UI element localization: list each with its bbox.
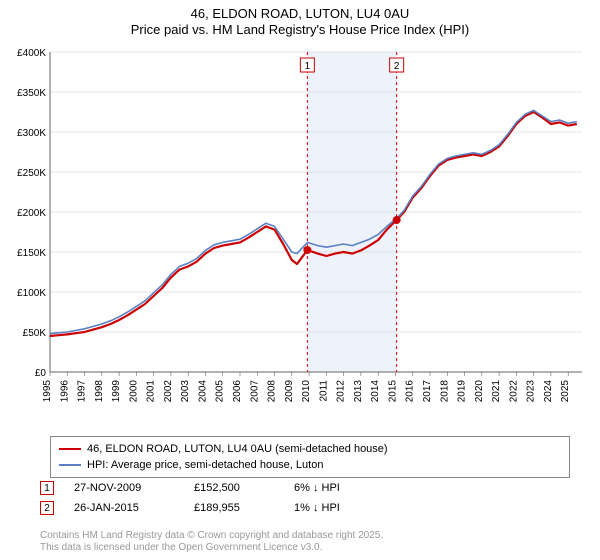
svg-text:2025: 2025	[560, 380, 571, 403]
svg-text:2: 2	[394, 61, 400, 72]
svg-text:1999: 1999	[111, 380, 122, 403]
svg-text:2002: 2002	[163, 380, 174, 403]
legend-item: HPI: Average price, semi-detached house,…	[59, 457, 561, 473]
svg-text:2004: 2004	[197, 380, 208, 403]
svg-text:£300K: £300K	[17, 128, 46, 139]
svg-text:£50K: £50K	[23, 328, 47, 339]
sale-price: £189,955	[194, 502, 294, 514]
svg-text:2010: 2010	[301, 380, 312, 403]
chart-area: £0 £50K £100K £150K £200K £250K £300K £350K £400…	[0, 42, 600, 430]
legend-label: 46, ELDON ROAD, LUTON, LU4 0AU (semi-det…	[87, 443, 388, 455]
legend: 46, ELDON ROAD, LUTON, LU4 0AU (semi-det…	[50, 436, 570, 478]
svg-text:£350K: £350K	[17, 88, 46, 99]
svg-text:1996: 1996	[59, 380, 70, 403]
svg-text:£0: £0	[35, 368, 47, 379]
svg-text:2018: 2018	[439, 380, 450, 403]
title-line-1: 46, ELDON ROAD, LUTON, LU4 0AU	[191, 6, 410, 21]
svg-text:2016: 2016	[405, 380, 416, 403]
svg-text:1: 1	[305, 61, 311, 72]
svg-text:2001: 2001	[146, 380, 157, 403]
legend-swatch	[59, 448, 81, 450]
svg-text:2022: 2022	[508, 380, 519, 403]
sale-diff: 1% ↓ HPI	[294, 502, 394, 514]
sale-date: 27-NOV-2009	[74, 482, 194, 494]
svg-text:1997: 1997	[77, 380, 88, 403]
svg-text:£150K: £150K	[17, 248, 46, 259]
svg-text:2013: 2013	[353, 380, 364, 403]
title-line-2: Price paid vs. HM Land Registry's House …	[131, 22, 469, 37]
svg-text:2007: 2007	[249, 380, 260, 403]
sale-row: 2 26-JAN-2015£189,9551% ↓ HPI	[40, 498, 394, 518]
legend-item: 46, ELDON ROAD, LUTON, LU4 0AU (semi-det…	[59, 441, 561, 457]
svg-text:£400K: £400K	[17, 48, 46, 59]
chart-title: 46, ELDON ROAD, LUTON, LU4 0AU Price pai…	[0, 0, 600, 37]
sale-marker: 1	[40, 481, 54, 495]
svg-text:2006: 2006	[232, 380, 243, 403]
svg-text:1998: 1998	[94, 380, 105, 403]
svg-text:2011: 2011	[318, 380, 329, 402]
svg-text:2024: 2024	[543, 380, 554, 403]
sale-date: 26-JAN-2015	[74, 502, 194, 514]
svg-text:2009: 2009	[284, 380, 295, 403]
sale-marker: 2	[40, 501, 54, 515]
svg-text:£100K: £100K	[17, 288, 46, 299]
svg-text:£200K: £200K	[17, 208, 46, 219]
svg-text:2021: 2021	[491, 380, 502, 403]
svg-text:2008: 2008	[267, 380, 278, 403]
svg-text:2020: 2020	[474, 380, 485, 403]
svg-text:2005: 2005	[215, 380, 226, 403]
svg-text:2000: 2000	[128, 380, 139, 403]
svg-text:2019: 2019	[457, 380, 468, 403]
sale-diff: 6% ↓ HPI	[294, 482, 394, 494]
svg-text:£250K: £250K	[17, 168, 46, 179]
chart-svg: £0 £50K £100K £150K £200K £250K £300K £350K £400…	[0, 42, 600, 430]
svg-text:2023: 2023	[526, 380, 537, 403]
svg-text:2003: 2003	[180, 380, 191, 403]
sales-table: 1 27-NOV-2009£152,5006% ↓ HPI 2 26-JAN-2015…	[40, 478, 394, 518]
svg-text:2014: 2014	[370, 380, 381, 403]
footnote-line-1: Contains HM Land Registry data © Crown c…	[40, 530, 383, 541]
legend-swatch	[59, 464, 81, 466]
svg-text:2015: 2015	[387, 380, 398, 403]
footnote-line-2: This data is licensed under the Open Gov…	[40, 542, 322, 553]
svg-text:2012: 2012	[336, 380, 347, 403]
svg-text:2017: 2017	[422, 380, 433, 403]
sale-row: 1 27-NOV-2009£152,5006% ↓ HPI	[40, 478, 394, 498]
footnote: Contains HM Land Registry data © Crown c…	[40, 530, 383, 554]
sale-price: £152,500	[194, 482, 294, 494]
legend-label: HPI: Average price, semi-detached house,…	[87, 459, 323, 471]
svg-text:1995: 1995	[42, 380, 53, 403]
